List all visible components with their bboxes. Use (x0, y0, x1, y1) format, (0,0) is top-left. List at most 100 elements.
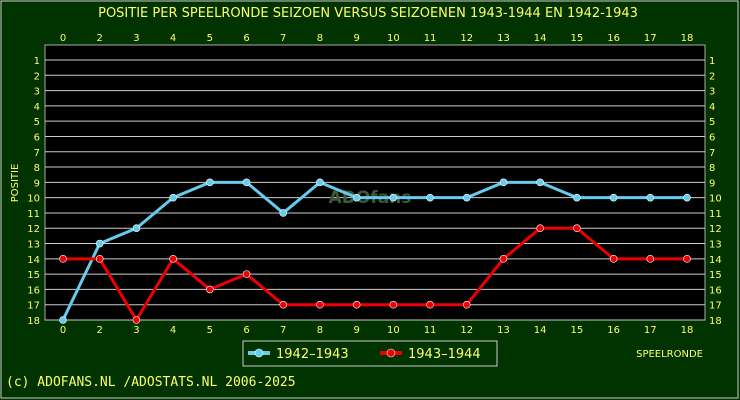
data-point (426, 193, 434, 202)
data-point (462, 300, 471, 309)
x-tick-label-bottom: 10 (387, 325, 400, 336)
data-point (499, 255, 508, 263)
x-tick-label-top: 16 (607, 33, 620, 44)
series-2 (59, 224, 691, 324)
y-tick-label-left: 5 (34, 117, 40, 128)
y-tick-label-left: 15 (27, 270, 40, 281)
y-tick-label-right: 6 (709, 132, 715, 143)
y-tick-label-left: 10 (27, 194, 40, 205)
x-tick-label-bottom: 6 (243, 325, 249, 336)
data-point (316, 300, 324, 309)
y-tick-label-left: 11 (27, 209, 40, 220)
y-tick-label-right: 4 (709, 102, 715, 113)
y-tick-label-right: 13 (709, 240, 722, 251)
x-tick-label-bottom: 7 (280, 325, 286, 336)
chart-title: POSITIE PER SPEELRONDE SEIZOEN VERSUS SE… (98, 6, 638, 21)
x-tick-label-top: 10 (387, 33, 400, 44)
y-tick-label-right: 16 (709, 285, 722, 296)
y-tick-label-left: 7 (34, 148, 40, 159)
legend-box (242, 340, 498, 367)
data-point (206, 178, 214, 187)
y-tick-label-left: 3 (34, 87, 40, 98)
y-tick-label-right: 7 (709, 148, 715, 159)
y-axis-label: POSITIE (10, 164, 21, 203)
x-tick-label-bottom: 13 (497, 325, 510, 336)
data-point (206, 285, 214, 294)
series-1 (59, 178, 691, 324)
y-tick-label-right: 1 (709, 56, 715, 67)
data-point (389, 193, 398, 202)
y-tick-label-right: 18 (709, 316, 722, 327)
x-axis-bottom: 0 2 3 4 5 6 7 8 9 10 11 12 13 14 15 16 17 18 (60, 325, 694, 336)
data-point (95, 255, 104, 263)
x-tick-label-bottom: 5 (207, 325, 213, 336)
y-tick-label-left: 8 (34, 163, 40, 174)
x-tick-label-top: 7 (280, 33, 286, 44)
y-tick-label-right: 5 (709, 117, 715, 128)
y-tick-label-right: 3 (709, 87, 715, 98)
data-point (536, 178, 544, 187)
legend: 1942–1943 1943–1944 (242, 340, 498, 367)
data-point (279, 209, 288, 217)
x-tick-label-bottom: 0 (60, 325, 66, 336)
data-point (609, 193, 618, 202)
y-tick-label-right: 12 (709, 224, 722, 235)
data-point (426, 300, 434, 309)
x-tick-label-top: 17 (644, 33, 657, 44)
data-point (646, 193, 655, 202)
y-tick-label-left: 6 (34, 132, 40, 143)
data-point (242, 178, 251, 187)
y-tick-label-left: 9 (34, 178, 40, 189)
x-tick-label-top: 8 (317, 33, 323, 44)
x-tick-label-bottom: 4 (170, 325, 176, 336)
series-line (61, 180, 687, 321)
data-point (242, 270, 251, 278)
y-tick-label-right: 15 (709, 270, 722, 281)
gridlines (45, 59, 705, 321)
data-point (499, 178, 508, 187)
x-tick-label-bottom: 17 (644, 325, 657, 336)
data-point (169, 193, 177, 202)
data-point (536, 224, 544, 233)
y-tick-label-right: 8 (709, 163, 715, 174)
data-point (95, 239, 104, 248)
data-point (462, 193, 471, 202)
y-tick-label-left: 1 (34, 56, 40, 67)
x-tick-label-top: 3 (133, 33, 139, 44)
y-tick-label-left: 14 (27, 255, 40, 266)
data-point (316, 178, 324, 187)
y-tick-label-right: 2 (709, 71, 715, 82)
x-tick-label-top: 15 (571, 33, 584, 44)
x-tick-label-bottom: 14 (534, 325, 547, 336)
x-tick-label-top: 12 (460, 33, 473, 44)
y-tick-label-left: 16 (27, 285, 40, 296)
y-tick-label-left: 17 (27, 301, 40, 312)
x-tick-label-top: 4 (170, 33, 176, 44)
y-tick-label-left: 18 (27, 316, 40, 327)
x-tick-label-top: 14 (534, 33, 547, 44)
data-point (132, 224, 141, 233)
x-tick-label-bottom: 12 (460, 325, 473, 336)
data-point (573, 224, 581, 233)
data-point (279, 300, 288, 309)
y-tick-label-right: 10 (709, 194, 722, 205)
x-tick-label-bottom: 2 (97, 325, 103, 336)
y-tick-label-right: 14 (709, 255, 722, 266)
x-axis-top: 0 2 3 4 5 6 7 8 9 10 11 12 13 14 15 16 17 18 (60, 33, 694, 44)
x-tick-label-bottom: 3 (133, 325, 139, 336)
data-point (389, 300, 398, 309)
data-point (59, 255, 67, 263)
data-point (683, 193, 691, 202)
data-point (352, 300, 361, 309)
x-tick-label-top: 18 (681, 33, 694, 44)
x-tick-label-bottom: 11 (424, 325, 437, 336)
x-tick-label-bottom: 8 (317, 325, 323, 336)
x-tick-label-bottom: 9 (353, 325, 359, 336)
legend-label: 1942–1943 (276, 347, 349, 362)
x-tick-label-top: 6 (243, 33, 249, 44)
